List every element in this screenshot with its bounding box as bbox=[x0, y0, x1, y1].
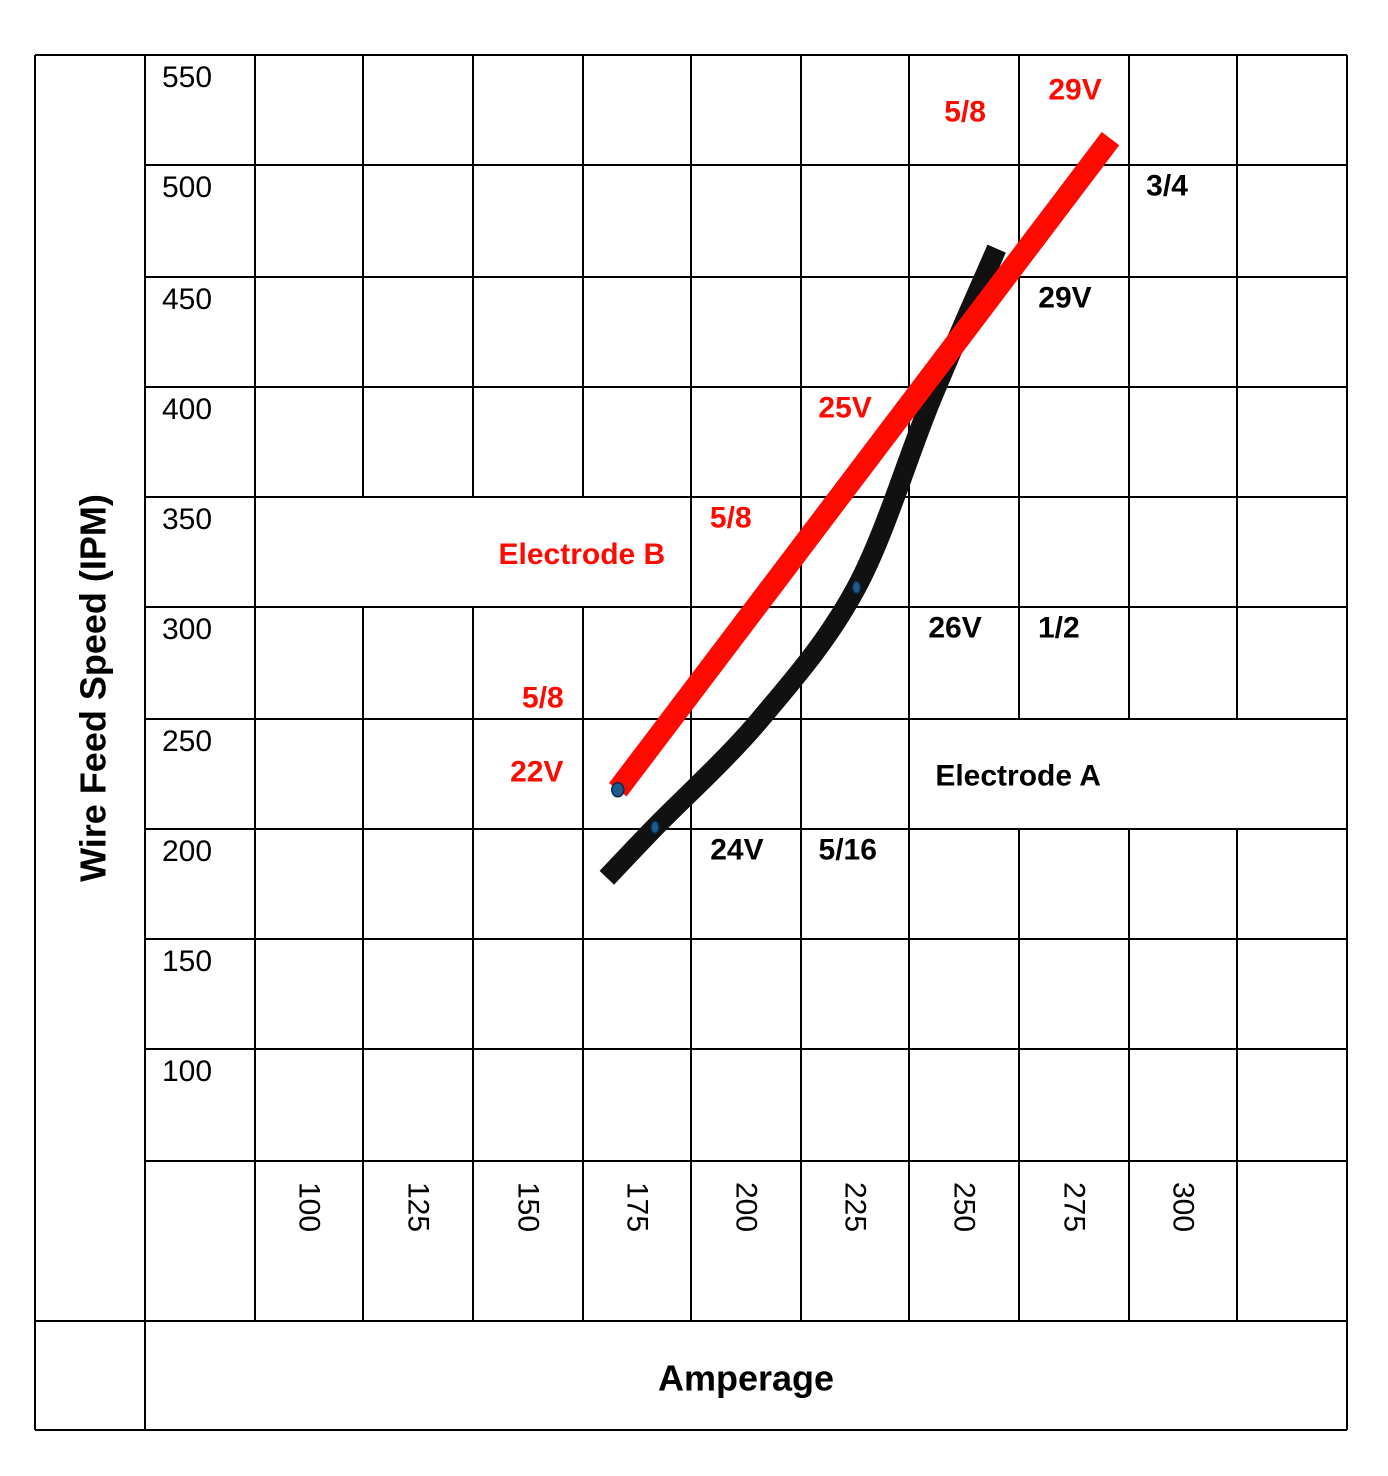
x-tick-label: 150 bbox=[512, 1182, 545, 1232]
x-tick-label: 175 bbox=[621, 1182, 654, 1232]
annotation-label: 5/8 bbox=[522, 682, 564, 715]
y-tick-label: 400 bbox=[162, 393, 212, 426]
y-axis-title: Wire Feed Speed (IPM) bbox=[73, 494, 114, 882]
annotation-label: 24V bbox=[710, 834, 763, 867]
y-tick-label: 150 bbox=[162, 945, 212, 978]
y-tick-label: 300 bbox=[162, 613, 212, 646]
annotation-label: 1/2 bbox=[1038, 612, 1080, 645]
x-tick-label: 125 bbox=[402, 1182, 435, 1232]
electrode-b-line bbox=[609, 131, 1120, 797]
x-tick-label: 275 bbox=[1058, 1182, 1091, 1232]
series-lines bbox=[599, 131, 1120, 885]
x-tick-label: 225 bbox=[839, 1182, 872, 1232]
annotation-label: 29V bbox=[1048, 74, 1101, 107]
annotation-label: Electrode B bbox=[499, 538, 666, 571]
y-tick-label: 200 bbox=[162, 835, 212, 868]
y-tick-label: 250 bbox=[162, 725, 212, 758]
annotation-label: 3/4 bbox=[1146, 169, 1188, 202]
electrode-b-point bbox=[611, 782, 625, 798]
annotation-label: 26V bbox=[928, 612, 981, 645]
annotation-label: 5/8 bbox=[710, 502, 752, 535]
y-tick-label: 100 bbox=[162, 1055, 212, 1088]
annotation-label: 25V bbox=[818, 392, 871, 425]
x-tick-label: 200 bbox=[730, 1182, 763, 1232]
annotation-label: 5/16 bbox=[819, 834, 877, 867]
x-tick-label: 100 bbox=[293, 1182, 326, 1232]
x-tick-label: 300 bbox=[1167, 1182, 1200, 1232]
y-tick-label: 500 bbox=[162, 171, 212, 204]
x-tick-labels: 100 125 150 175 200 225 250 275 300 bbox=[293, 1182, 1200, 1232]
annotation-label: 29V bbox=[1038, 282, 1091, 315]
y-tick-label: 350 bbox=[162, 503, 212, 536]
y-tick-labels: 550 500 450 400 350 300 250 200 150 100 bbox=[162, 61, 212, 1088]
annotation-label: Electrode A bbox=[935, 759, 1101, 792]
electrode-a-point bbox=[851, 580, 862, 595]
annotations: 29V 5/8 25V 5/8 Electrode B 5/8 22V 3/4 29V 26V 1/… bbox=[499, 74, 1189, 867]
annotation-label: 5/8 bbox=[944, 96, 986, 129]
grid-lines bbox=[34, 54, 1348, 1431]
x-tick-label: 250 bbox=[948, 1182, 981, 1232]
x-axis-title: Amperage bbox=[658, 1358, 834, 1399]
y-tick-label: 450 bbox=[162, 283, 212, 316]
y-tick-label: 550 bbox=[162, 61, 212, 94]
electrode-a-point bbox=[650, 820, 660, 834]
annotation-label: 22V bbox=[510, 756, 563, 789]
